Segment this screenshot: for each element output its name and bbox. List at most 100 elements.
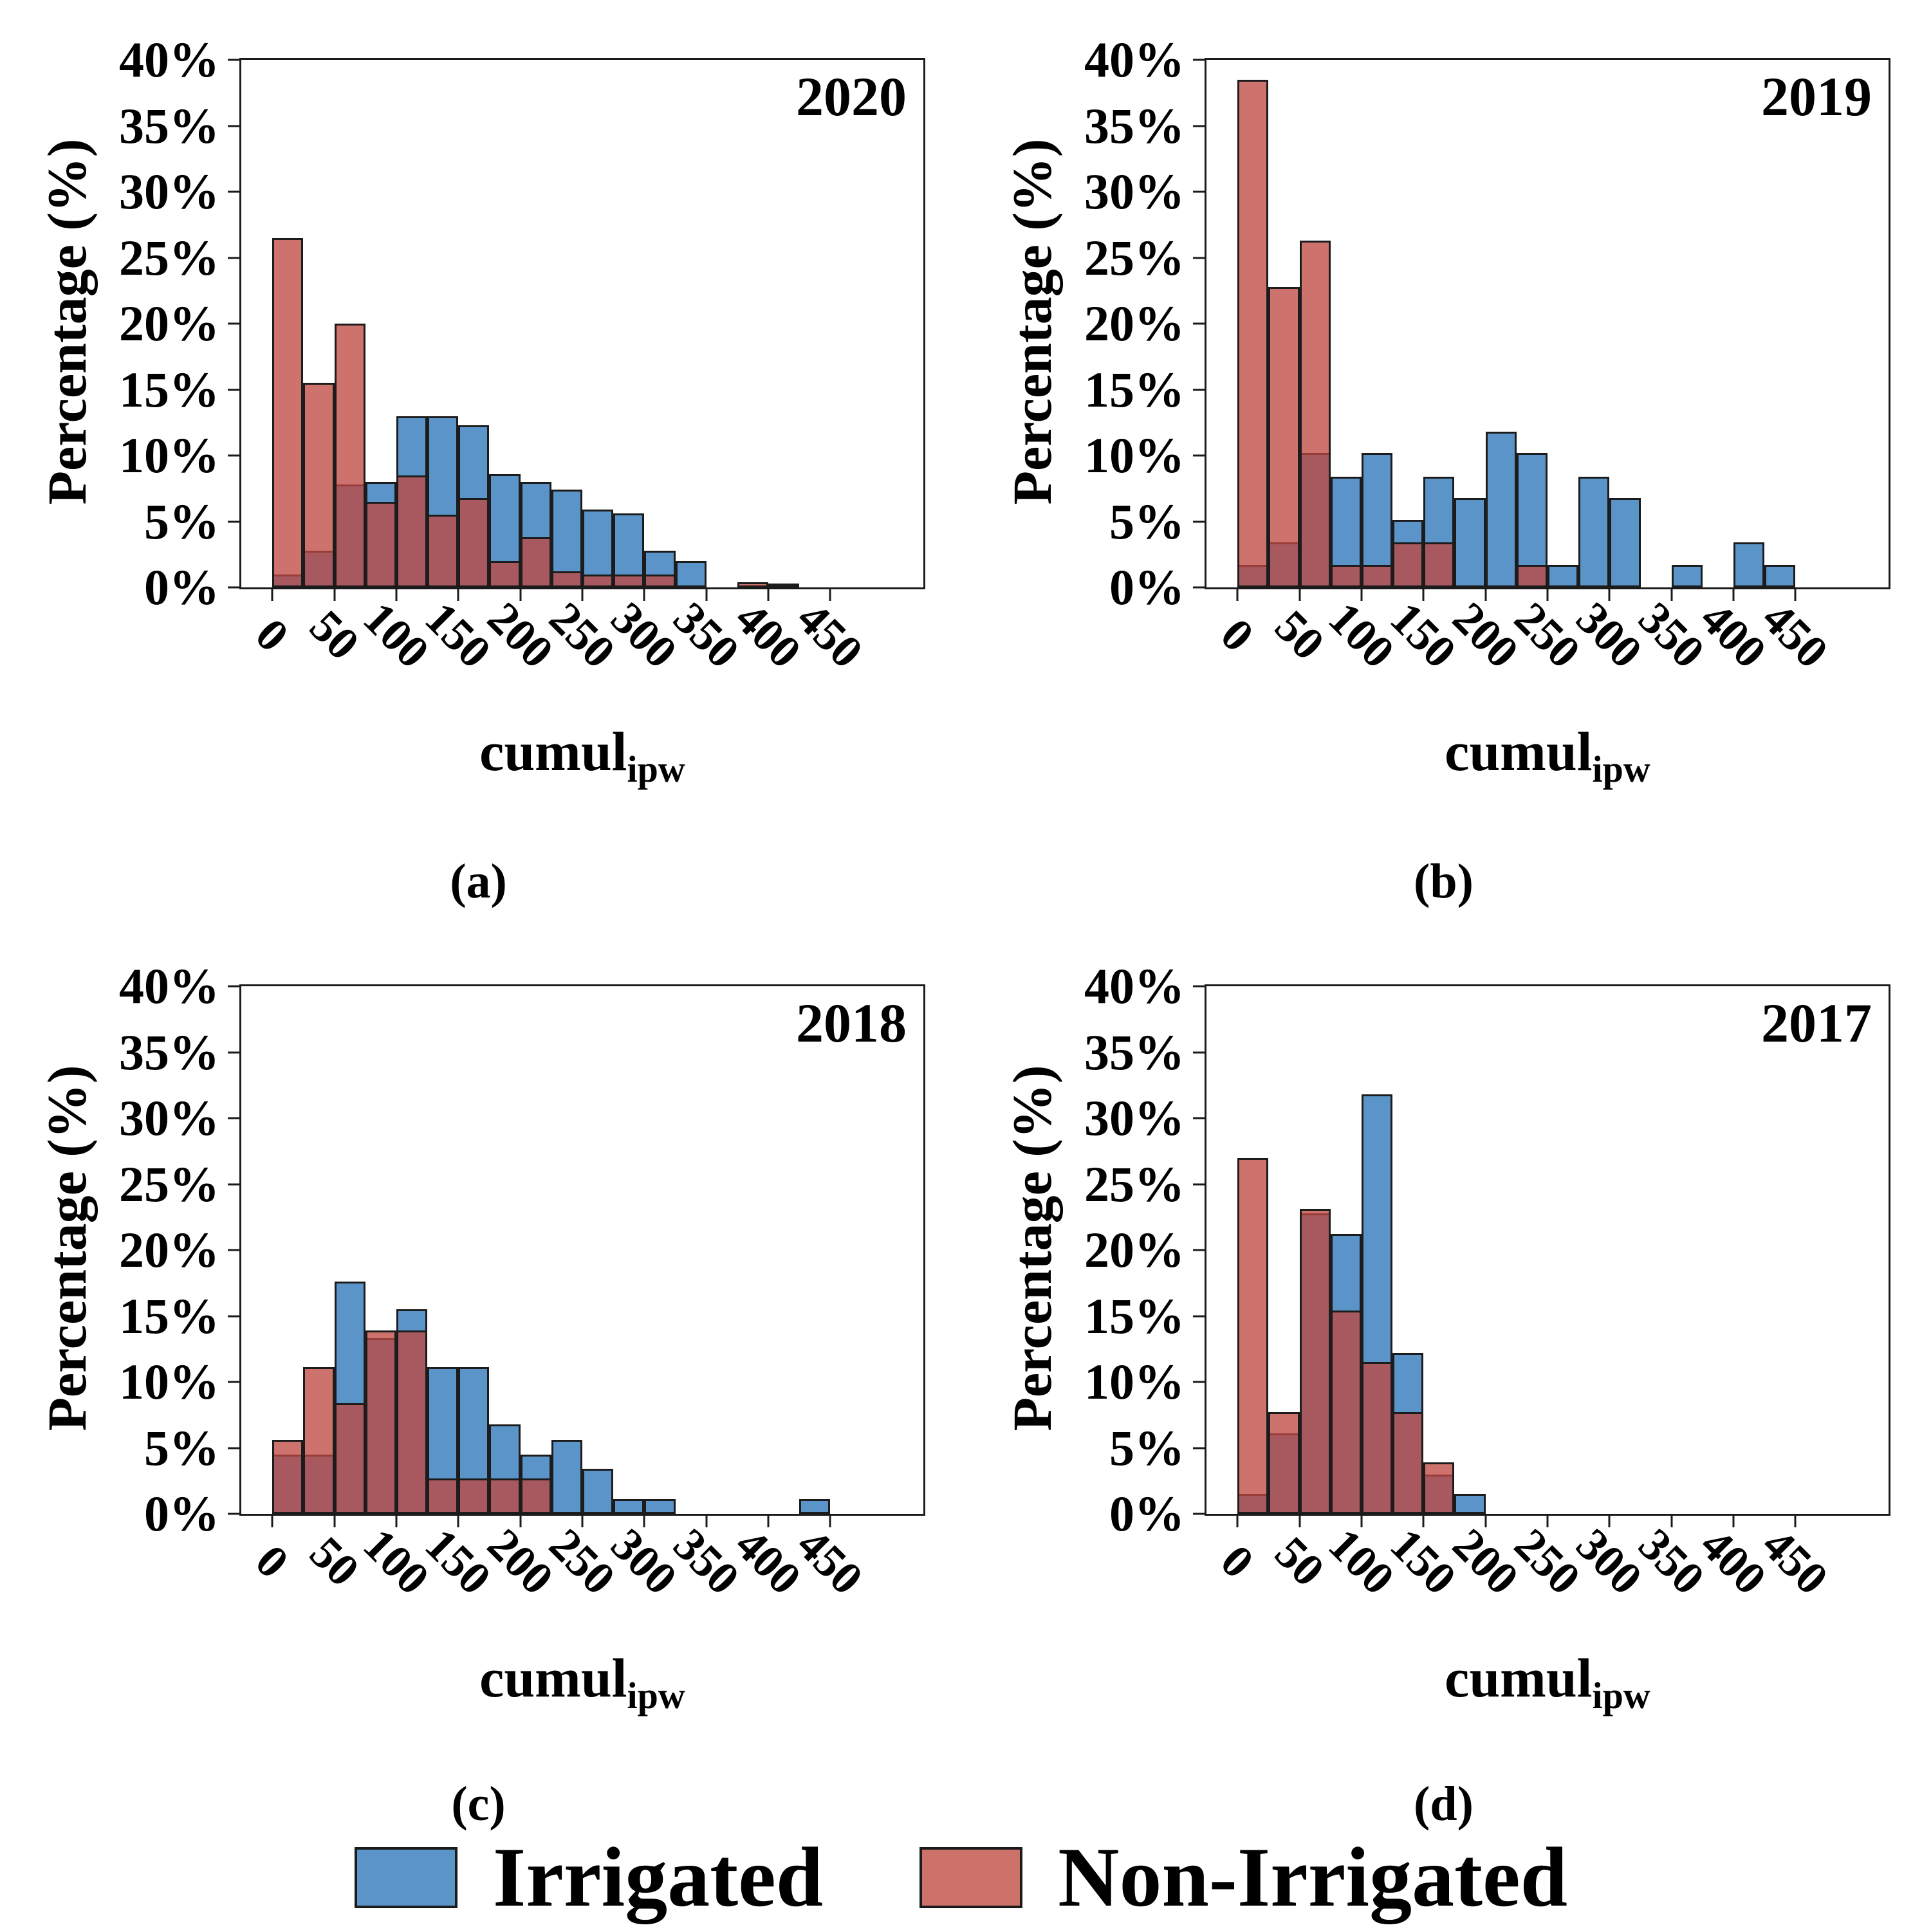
x-tick-mark	[581, 1514, 584, 1527]
x-tick-label: 450	[787, 592, 873, 678]
y-tick-label: 35%	[119, 1024, 219, 1080]
x-tick-label: 50	[299, 600, 369, 670]
x-tick-mark	[1360, 587, 1363, 601]
x-tick-mark	[643, 587, 645, 601]
y-axis-title: Percentage (%)	[36, 138, 98, 505]
bar-non-irrigated	[520, 537, 551, 587]
y-tick-label: 10%	[119, 427, 219, 483]
y-tick-label: 5%	[144, 1419, 219, 1476]
bar-non-irrigated	[1392, 1412, 1424, 1514]
bar-non-irrigated	[303, 1367, 335, 1514]
histogram-panel-2020: Percentage (%) 2020 cumulipw 0% 5% 10% 15% 2…	[8, 13, 949, 914]
y-tick-label: 35%	[1084, 97, 1185, 154]
y-tick-mark	[1193, 257, 1206, 259]
y-tick-mark	[1193, 586, 1206, 589]
y-tick-mark	[1193, 1117, 1206, 1119]
bar-irrigated	[799, 1499, 831, 1514]
y-tick-mark	[228, 1117, 241, 1119]
x-tick-mark	[1670, 587, 1673, 601]
y-tick-mark	[1193, 1381, 1206, 1383]
x-tick-mark	[1794, 587, 1797, 601]
y-tick-mark	[228, 125, 241, 127]
histogram-panel-2019: Percentage (%) 2019 cumulipw 0% 5% 10% 15% 2…	[973, 13, 1914, 914]
bar-non-irrigated	[644, 574, 676, 587]
x-tick-mark	[767, 587, 770, 601]
year-label: 2017	[1761, 992, 1872, 1054]
bar-non-irrigated	[303, 383, 335, 587]
bar-non-irrigated	[1423, 542, 1455, 587]
y-tick-label: 5%	[1109, 493, 1185, 549]
y-tick-mark	[1193, 389, 1206, 391]
y-tick-mark	[228, 322, 241, 325]
bar-irrigated	[675, 561, 707, 587]
y-tick-label: 15%	[119, 361, 219, 418]
x-tick-mark	[1794, 1514, 1797, 1527]
y-tick-label: 25%	[1084, 229, 1185, 286]
bar-non-irrigated	[365, 1330, 396, 1514]
y-tick-mark	[228, 1381, 241, 1383]
y-tick-mark	[1193, 1249, 1206, 1251]
x-tick-mark	[1360, 1514, 1363, 1527]
legend-item-irrigated: Irrigated	[354, 1835, 823, 1920]
bar-irrigated	[644, 1499, 676, 1514]
bar-irrigated	[582, 1469, 614, 1514]
x-tick-mark	[333, 587, 336, 601]
y-axis-title: Percentage (%)	[1001, 1065, 1063, 1431]
y-tick-mark	[1193, 1051, 1206, 1053]
x-tick-label: 450	[787, 1518, 873, 1605]
plot-area-2019: 2019 cumulipw 0% 5% 10% 15% 20% 25% 30% 35% 40% 0…	[1084, 35, 1890, 788]
y-tick-label: 10%	[1084, 427, 1185, 483]
bar-non-irrigated	[1361, 565, 1393, 587]
x-tick-mark	[395, 587, 398, 601]
y-tick-label: 20%	[119, 1222, 219, 1278]
y-tick-label: 25%	[119, 1155, 219, 1212]
x-tick-mark	[1422, 1514, 1425, 1527]
bar-non-irrigated	[334, 324, 365, 587]
bar-non-irrigated	[489, 1478, 521, 1514]
x-tick-label: 450	[1752, 592, 1838, 678]
bar-non-irrigated	[1361, 1362, 1393, 1514]
year-label: 2020	[796, 66, 907, 127]
x-tick-mark	[829, 587, 831, 601]
bar-irrigated	[551, 1440, 582, 1514]
bar-irrigated	[1671, 565, 1703, 587]
bar-non-irrigated	[1299, 1209, 1331, 1514]
bar-irrigated	[551, 490, 582, 587]
bar-non-irrigated	[520, 1478, 551, 1514]
bar-non-irrigated	[737, 582, 769, 587]
bar-non-irrigated	[334, 1403, 365, 1514]
x-tick-mark	[829, 1514, 831, 1527]
x-axis-title-main: cumul	[1445, 1647, 1593, 1709]
y-tick-label: 5%	[1109, 1419, 1185, 1476]
histogram-panel-2018: Percentage (%) 2018 cumulipw 0% 5% 10% 15% 2…	[8, 939, 949, 1840]
x-tick-mark	[1546, 587, 1549, 601]
x-tick-mark	[1608, 1514, 1611, 1527]
x-tick-mark	[581, 587, 584, 601]
bar-irrigated	[1485, 432, 1517, 587]
y-tick-mark	[228, 1249, 241, 1251]
x-tick-label: 50	[299, 1527, 369, 1596]
x-tick-mark	[271, 587, 273, 601]
y-tick-label: 30%	[119, 163, 219, 219]
y-tick-label: 40%	[119, 32, 219, 87]
x-tick-mark	[519, 1514, 522, 1527]
y-tick-label: 30%	[1084, 1090, 1185, 1146]
panel-caption-d: (d)	[1414, 1777, 1474, 1831]
x-tick-mark	[705, 1514, 708, 1527]
panel-caption-a: (a)	[450, 854, 507, 908]
panel-caption-b: (b)	[1414, 854, 1474, 908]
y-tick-label: 25%	[1084, 1155, 1185, 1212]
bar-non-irrigated	[1516, 565, 1548, 587]
x-axis-title: cumulipw	[479, 1650, 685, 1715]
panel-caption-c: (c)	[451, 1777, 506, 1831]
y-tick-mark	[228, 1513, 241, 1515]
y-tick-label: 40%	[1084, 958, 1185, 1014]
bar-irrigated	[1454, 497, 1486, 587]
bar-non-irrigated	[1330, 565, 1362, 587]
y-tick-label: 10%	[119, 1354, 219, 1410]
bar-non-irrigated	[458, 497, 490, 587]
y-tick-mark	[1193, 59, 1206, 61]
y-tick-mark	[228, 190, 241, 193]
y-tick-mark	[228, 586, 241, 589]
y-tick-mark	[228, 1051, 241, 1053]
